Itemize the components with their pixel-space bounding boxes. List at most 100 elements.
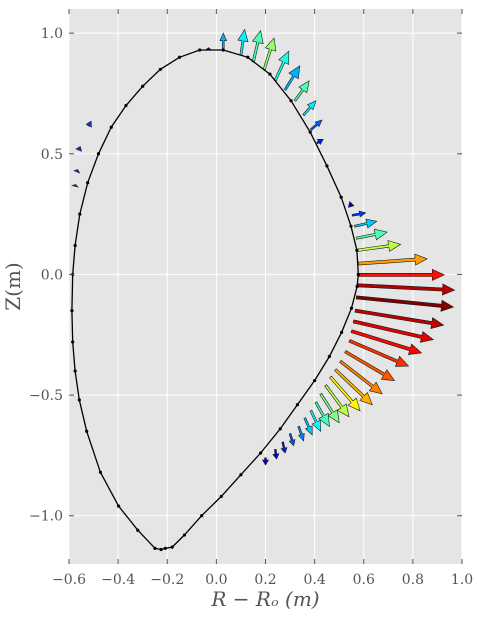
field-arrow: [309, 409, 322, 432]
y-tick-label: 0.5: [41, 147, 63, 163]
field-arrow: [347, 201, 355, 208]
boundary-point: [158, 67, 162, 71]
boundary-point: [268, 72, 272, 76]
field-arrow: [237, 28, 249, 56]
field-arrow: [348, 339, 410, 367]
boundary-point: [124, 103, 128, 108]
boundary-point: [221, 48, 225, 52]
boundary-point: [355, 248, 359, 252]
field-arrow: [272, 448, 280, 460]
field-arrow: [251, 29, 264, 63]
field-arrow: [339, 359, 383, 395]
boundary-point: [71, 340, 75, 344]
x-tick-label: 0.0: [205, 572, 227, 588]
y-tick-label: 0.0: [41, 267, 63, 283]
field-arrow: [297, 425, 305, 442]
boundary-point: [77, 398, 81, 402]
field-arrow: [357, 253, 428, 266]
boundary-point: [73, 369, 77, 373]
boundary-point: [96, 152, 101, 156]
x-tick-label: 0.2: [254, 572, 276, 588]
field-arrow: [283, 65, 301, 91]
plasma-boundary: [70, 48, 360, 552]
boundary-point: [219, 494, 223, 499]
boundary-point: [325, 164, 329, 168]
boundary-point: [289, 99, 293, 103]
boundary-point: [70, 309, 74, 313]
boundary-point: [141, 84, 145, 88]
boundary-point: [153, 546, 157, 550]
field-arrow: [357, 240, 402, 252]
field-arrow: [261, 457, 270, 466]
grid-lines: [68, 9, 463, 564]
boundary-point: [198, 48, 202, 52]
field-arrow: [350, 329, 423, 355]
boundary-curve: [71, 49, 359, 551]
field-arrow: [354, 308, 445, 330]
small-field-arrow: [73, 169, 81, 174]
boundary-point: [159, 547, 163, 552]
boundary-point: [339, 195, 343, 199]
boundary-point: [355, 284, 359, 289]
small-field-arrow: [85, 120, 92, 128]
field-arrow: [309, 119, 323, 131]
field-arrow: [355, 295, 455, 312]
x-tick-label: 1.0: [451, 572, 473, 588]
boundary-point: [349, 306, 354, 310]
field-arrow: [334, 368, 373, 406]
field-arrow: [262, 37, 277, 71]
field-arrow: [357, 268, 446, 281]
boundary-point: [78, 212, 82, 216]
boundary-point: [349, 224, 353, 228]
boundary-point: [327, 354, 331, 359]
boundary-point: [340, 330, 344, 334]
boundary-point: [136, 528, 140, 532]
boundary-point: [308, 130, 312, 134]
field-arrow: [293, 80, 310, 102]
boundary-point: [278, 427, 282, 431]
x-tick-label: −0.2: [150, 572, 184, 588]
x-tick-label: −0.4: [101, 572, 135, 588]
boundary-point: [295, 403, 300, 407]
boundary-point: [86, 181, 90, 185]
boundary-point: [239, 473, 243, 477]
boundary-point: [117, 504, 121, 508]
boundary-point: [182, 533, 187, 537]
field-arrow: [219, 32, 228, 51]
boundary-point: [200, 514, 204, 518]
boundary-point: [170, 545, 174, 549]
field-arrow: [351, 210, 367, 218]
field-arrow: [302, 100, 317, 117]
boundary-point: [109, 125, 113, 129]
field-arrow: [303, 417, 313, 436]
axis-ticks: [68, 9, 463, 564]
boundary-point: [98, 470, 103, 474]
field-arrow: [273, 50, 290, 82]
field-arrow: [319, 392, 340, 424]
boundary-point: [313, 379, 317, 383]
x-tick-label: −0.6: [52, 572, 86, 588]
x-axis-label: R − Rₒ (m): [210, 587, 319, 611]
field-arrow: [354, 218, 378, 229]
y-axis-label: Z(m): [1, 262, 25, 310]
field-arrow: [280, 441, 288, 454]
field-arrow: [316, 139, 324, 146]
y-tick-label: 1.0: [41, 26, 63, 42]
x-tick-label: 0.8: [402, 572, 424, 588]
y-tick-label: −1.0: [29, 509, 63, 525]
tick-labels: −0.6 −0.4 −0.2 0.0 0.2 0.4 0.6 0.8 1.0 1.0 0.5 0.0 −…: [29, 26, 473, 588]
x-tick-label: 0.6: [353, 572, 375, 588]
boundary-point: [163, 546, 167, 550]
field-arrow: [352, 319, 435, 343]
boundary-point: [258, 451, 263, 455]
field-arrows: [71, 28, 456, 466]
field-arrow: [314, 401, 330, 428]
boundary-point: [85, 429, 89, 433]
field-arrow: [329, 375, 361, 412]
boundary-point: [177, 55, 182, 59]
boundary-point: [246, 55, 250, 59]
small-field-arrow: [75, 146, 83, 152]
field-arrow: [344, 350, 396, 381]
